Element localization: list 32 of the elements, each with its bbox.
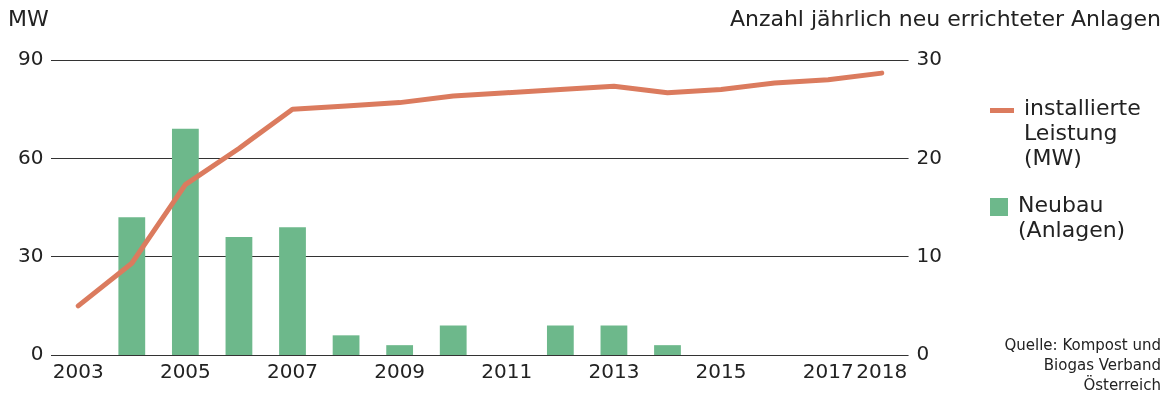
bar xyxy=(279,227,306,355)
bar xyxy=(386,345,414,355)
x-tick-label: 2005 xyxy=(159,359,211,384)
x-tick-label: 2003 xyxy=(52,359,104,384)
y-axis-title: MW xyxy=(8,6,49,31)
y2-tick-label: 10 xyxy=(916,242,942,267)
bar xyxy=(600,325,628,355)
x-tick-label: 2017 xyxy=(802,359,854,384)
legend-label: Neubau (Anlagen) xyxy=(1018,192,1127,242)
bar xyxy=(439,325,467,355)
y2-axis-title: Anzahl jährlich neu errichteter Anlagen xyxy=(729,6,1161,31)
x-tick-label: 2015 xyxy=(695,359,747,384)
y-tick-label: 30 xyxy=(18,242,44,267)
bar xyxy=(546,325,574,355)
bar xyxy=(118,217,146,355)
source-note: Quelle: Kompost und Biogas Verband Österreich xyxy=(1003,335,1161,395)
x-tick-label: 2018 xyxy=(856,359,908,384)
y-tick-label: 90 xyxy=(18,46,44,71)
legend-label: installierte Leistung (MW) xyxy=(1024,95,1142,170)
y-tick-label: 0 xyxy=(30,341,44,366)
x-tick-label: 2009 xyxy=(374,359,426,384)
y-tick-label: 60 xyxy=(18,144,44,169)
x-tick-label: 2007 xyxy=(267,359,318,384)
x-tick-label: 2013 xyxy=(588,359,640,384)
bar xyxy=(171,128,199,355)
x-tick-label: 2011 xyxy=(481,359,533,384)
y2-tick-label: 20 xyxy=(916,144,942,169)
bar xyxy=(332,335,360,355)
bar xyxy=(225,237,253,355)
y2-tick-label: 0 xyxy=(916,341,930,366)
y2-tick-label: 30 xyxy=(916,46,942,71)
bar xyxy=(654,345,681,355)
